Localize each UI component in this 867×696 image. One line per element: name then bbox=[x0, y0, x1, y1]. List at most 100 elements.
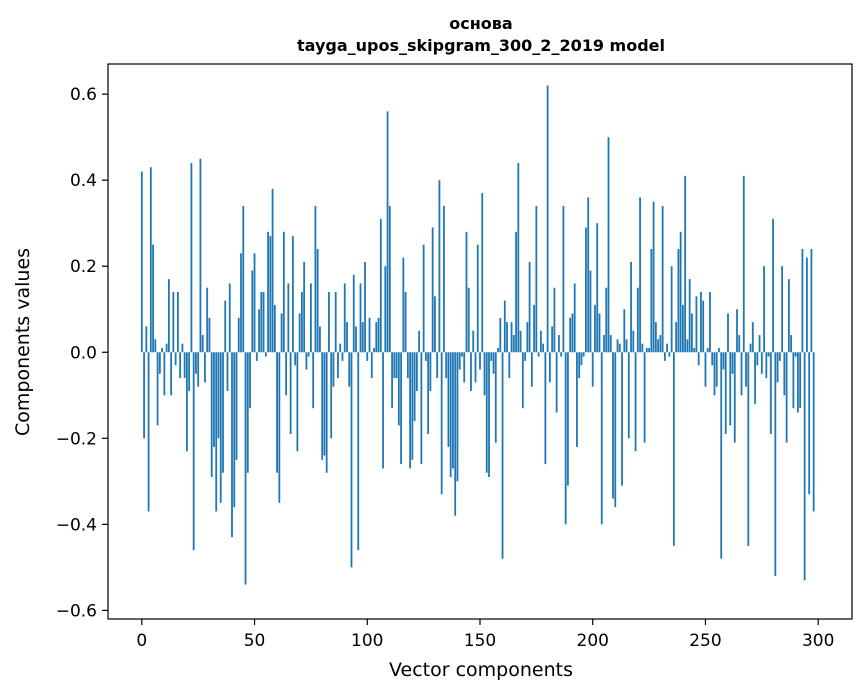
bar-18 bbox=[181, 343, 184, 353]
bar-210 bbox=[614, 352, 617, 508]
bar-60 bbox=[276, 352, 278, 473]
x-axis-label: Vector components bbox=[389, 659, 573, 681]
bar-32 bbox=[213, 352, 215, 447]
bar-220 bbox=[636, 287, 639, 353]
bar-230 bbox=[659, 335, 662, 353]
bar-285 bbox=[783, 352, 786, 396]
bar-292 bbox=[799, 352, 802, 409]
bar-122 bbox=[415, 352, 418, 391]
bar-62 bbox=[280, 313, 283, 353]
bar-133 bbox=[440, 352, 443, 495]
bar-110 bbox=[388, 205, 391, 353]
bar-134 bbox=[443, 205, 445, 353]
bar-103 bbox=[373, 347, 375, 353]
bar-240 bbox=[682, 304, 684, 353]
bar-61 bbox=[278, 352, 281, 503]
bar-120 bbox=[411, 352, 414, 460]
bar-55 bbox=[264, 352, 267, 357]
bar-41 bbox=[233, 352, 236, 508]
bar-181 bbox=[548, 352, 551, 383]
bar-10 bbox=[163, 352, 166, 396]
y-tick-label: 0.0 bbox=[70, 343, 97, 363]
bar-112 bbox=[393, 352, 396, 379]
y-axis-ticks: −0.6 −0.4 −0.2 0.0 0.2 0.4 0.6 bbox=[56, 85, 108, 621]
bar-29 bbox=[206, 287, 209, 353]
bar-272 bbox=[754, 352, 756, 404]
bar-190 bbox=[569, 317, 572, 353]
bar-156 bbox=[492, 352, 495, 374]
x-tick-label: 0 bbox=[136, 631, 147, 651]
bar-17 bbox=[179, 352, 182, 379]
bar-247 bbox=[697, 352, 700, 366]
bar-218 bbox=[632, 330, 635, 353]
bar-280 bbox=[772, 218, 774, 353]
bar-151 bbox=[481, 193, 484, 353]
bar-38 bbox=[226, 352, 229, 391]
bar-74 bbox=[307, 352, 310, 357]
bar-199 bbox=[589, 270, 592, 353]
bar-135 bbox=[445, 352, 448, 379]
bar-11 bbox=[165, 343, 168, 353]
bar-175 bbox=[535, 205, 538, 353]
bar-25 bbox=[197, 352, 200, 387]
bar-213 bbox=[621, 352, 623, 486]
bar-73 bbox=[305, 352, 308, 370]
bar-184 bbox=[555, 352, 558, 413]
bar-161 bbox=[503, 300, 506, 353]
y-tick-label: −0.2 bbox=[56, 429, 97, 449]
bar-274 bbox=[758, 335, 761, 353]
bar-235 bbox=[670, 266, 673, 353]
bar-222 bbox=[641, 343, 644, 353]
y-tick-label: 0.2 bbox=[70, 257, 97, 277]
bar-260 bbox=[727, 313, 729, 353]
bar-85 bbox=[332, 352, 335, 387]
bar-152 bbox=[483, 352, 486, 396]
bar-148 bbox=[474, 352, 477, 383]
bar-236 bbox=[672, 352, 675, 546]
bar-255 bbox=[715, 352, 718, 387]
bar-142 bbox=[461, 352, 463, 357]
bar-289 bbox=[792, 352, 795, 409]
bar-192 bbox=[573, 283, 576, 353]
bar-160 bbox=[501, 352, 504, 559]
bar-96 bbox=[357, 352, 360, 551]
bar-206 bbox=[605, 287, 608, 353]
bar-294 bbox=[803, 352, 806, 581]
bar-195 bbox=[580, 352, 583, 366]
bar-248 bbox=[700, 292, 702, 353]
bar-162 bbox=[506, 322, 508, 353]
bar-258 bbox=[722, 352, 725, 370]
bar-217 bbox=[630, 261, 632, 353]
bar-173 bbox=[530, 352, 533, 387]
bar-22 bbox=[190, 162, 193, 353]
bar-261 bbox=[729, 352, 732, 426]
bar-88 bbox=[339, 343, 342, 353]
bar-154 bbox=[488, 352, 490, 478]
bar-86 bbox=[334, 292, 337, 353]
bar-194 bbox=[578, 352, 581, 379]
bar-90 bbox=[343, 283, 346, 353]
bar-111 bbox=[391, 352, 393, 409]
bar-93 bbox=[350, 352, 353, 568]
bar-277 bbox=[765, 352, 768, 379]
bar-153 bbox=[485, 352, 488, 473]
bar-259 bbox=[724, 352, 727, 434]
bar-54 bbox=[262, 292, 265, 353]
bar-97 bbox=[359, 283, 362, 353]
bar-137 bbox=[449, 352, 452, 478]
bar-81 bbox=[323, 352, 326, 456]
bar-291 bbox=[796, 352, 799, 413]
bar-35 bbox=[219, 352, 222, 503]
bar-56 bbox=[267, 231, 269, 353]
bar-189 bbox=[567, 352, 569, 486]
bar-series bbox=[140, 85, 815, 585]
bar-30 bbox=[208, 317, 211, 353]
bar-1 bbox=[143, 352, 145, 439]
bar-174 bbox=[533, 304, 536, 353]
bar-138 bbox=[452, 352, 454, 469]
bar-47 bbox=[246, 352, 249, 473]
y-tick-label: 0.6 bbox=[70, 85, 97, 105]
bar-163 bbox=[508, 352, 511, 379]
bar-101 bbox=[368, 317, 371, 353]
